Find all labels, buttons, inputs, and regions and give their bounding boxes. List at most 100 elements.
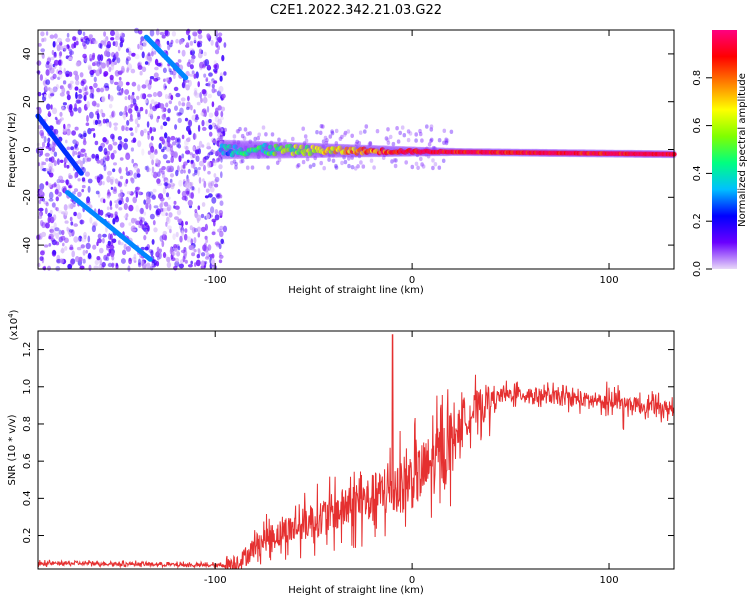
spectrogram-noise-point [77, 178, 81, 182]
snr-y-multiplier: (x104) [7, 309, 20, 340]
spectrogram-noise-point [177, 189, 181, 195]
spectrogram-noise-point [256, 154, 261, 159]
spectrogram-noise-point [52, 73, 57, 80]
spectrogram-noise-point [45, 222, 50, 229]
spectrogram-noise-point [114, 178, 119, 184]
spectrogram-noise-point [386, 137, 390, 142]
spectrogram-noise-point [140, 207, 144, 214]
spectrogram-noise-point [207, 161, 211, 169]
spectrogram-noise-point [39, 183, 45, 191]
spectrogram-noise-point [207, 244, 212, 251]
spectrogram-noise-point [327, 157, 331, 162]
spectrogram-noise-point [121, 125, 125, 132]
spectrogram-noise-point [41, 38, 45, 43]
spectrogram-noise-point [178, 100, 182, 106]
spectrogram-noise-point [384, 136, 389, 141]
spectrogram-noise-point [55, 196, 59, 202]
spectrogram-noise-point [43, 85, 48, 93]
spectrogram-noise-point [114, 81, 119, 86]
spectrogram-noise-point [166, 136, 171, 144]
spectrogram-noise-point [216, 127, 221, 132]
spectrogram-noise-point [159, 103, 165, 109]
spectrogram-noise-point [158, 142, 162, 150]
spectrogram-noise-point [114, 200, 119, 204]
spectrogram-noise-point [94, 140, 99, 146]
colorbar-tick-label: 0.0 [692, 261, 703, 277]
spectrogram-noise-point [213, 80, 218, 84]
spectrogram-noise-point [149, 29, 155, 37]
spectrogram-noise-point [181, 190, 187, 198]
spectrogram-noise-point [88, 66, 92, 71]
spectrogram-noise-point [49, 56, 55, 61]
spectrogram-noise-point [49, 34, 55, 39]
spectrogram-noise-point [190, 58, 195, 64]
spectrogram-noise-point [85, 91, 89, 96]
spectrogram-noise-point [197, 166, 201, 171]
spectrogram-noise-point [184, 259, 188, 264]
spectrogram-noise-point [89, 58, 93, 62]
spectrogram-noise-point [173, 73, 176, 79]
spectrogram-noise-point [80, 80, 85, 87]
spectrogram-noise-point [437, 138, 442, 143]
spectrogram-noise-point [171, 70, 177, 76]
spectrogram-noise-point [49, 62, 53, 68]
spectrogram-noise-point [68, 204, 74, 209]
spectrogram-noise-point [220, 238, 224, 244]
spectrogram-noise-point [130, 147, 134, 152]
spectrogram-noise-point [444, 139, 449, 144]
spectrogram-noise-point [235, 129, 240, 134]
spectrogram-noise-point [213, 173, 217, 178]
spectrogram-noise-point [160, 211, 166, 217]
spectrogram-noise-point [219, 134, 224, 140]
spectrogram-noise-point [150, 99, 155, 105]
spectrogram-noise-point [91, 100, 97, 107]
spectrogram-noise-point [80, 148, 86, 153]
spectrogram-noise-point [125, 58, 129, 65]
spectrogram-noise-point [197, 81, 200, 88]
spectrogram-noise-point [343, 159, 348, 165]
spectrogram-noise-point [198, 177, 202, 184]
spectrogram-noise-point [100, 109, 104, 115]
spectrogram-noise-point [207, 170, 211, 175]
spectrogram-noise-point [62, 242, 65, 247]
spectrogram-noise-point [43, 37, 47, 42]
spectrogram-noise-point [99, 209, 103, 215]
spectrogram-noise-point [136, 123, 140, 128]
spectrogram-noise-point [129, 127, 133, 131]
spectrogram-noise-point [181, 134, 185, 140]
spectrogram-noise-point [66, 94, 71, 101]
spectrogram-noise-point [96, 60, 101, 67]
spectrogram-noise-point [223, 127, 227, 133]
spectrogram-noise-point [302, 141, 307, 146]
spectrogram-noise-point [219, 131, 224, 137]
spectrogram-noise-point [163, 83, 167, 91]
spectrogram-noise-point [50, 226, 55, 230]
spectrogram-noise-point [102, 198, 106, 204]
spectrogram-noise-point [221, 93, 226, 99]
spectrogram-noise-point [47, 265, 51, 271]
spectrogram-noise-point [56, 44, 61, 52]
spectrogram-noise-point [54, 188, 59, 195]
spectrogram-noise-point [218, 209, 224, 216]
spectrogram-noise-point [51, 202, 56, 208]
spectrogram-noise-point [232, 134, 237, 139]
spectrogram-noise-point [147, 52, 151, 57]
spectrogram-noise-point [125, 152, 131, 160]
spectrogram-noise-point [132, 137, 137, 143]
snr-x-tick-label: -100 [204, 575, 227, 586]
spectrogram-noise-point [104, 50, 108, 57]
spectrogram-noise-point [188, 119, 193, 127]
spectrogram-noise-point [140, 36, 145, 42]
spectrogram-noise-point [101, 112, 106, 118]
spectrogram-noise-point [325, 138, 329, 143]
spectrogram-noise-point [89, 85, 93, 90]
spectrogram-noise-point [173, 265, 178, 271]
spectrogram-noise-point [66, 226, 69, 232]
spectrogram-noise-point [178, 155, 182, 163]
spectrogram-noise-point [164, 29, 169, 36]
spectrogram-noise-point [359, 160, 363, 165]
spectrogram-noise-point [108, 233, 111, 240]
spectrogram-noise-point [248, 131, 252, 136]
spectrogram-noise-point [194, 92, 200, 98]
